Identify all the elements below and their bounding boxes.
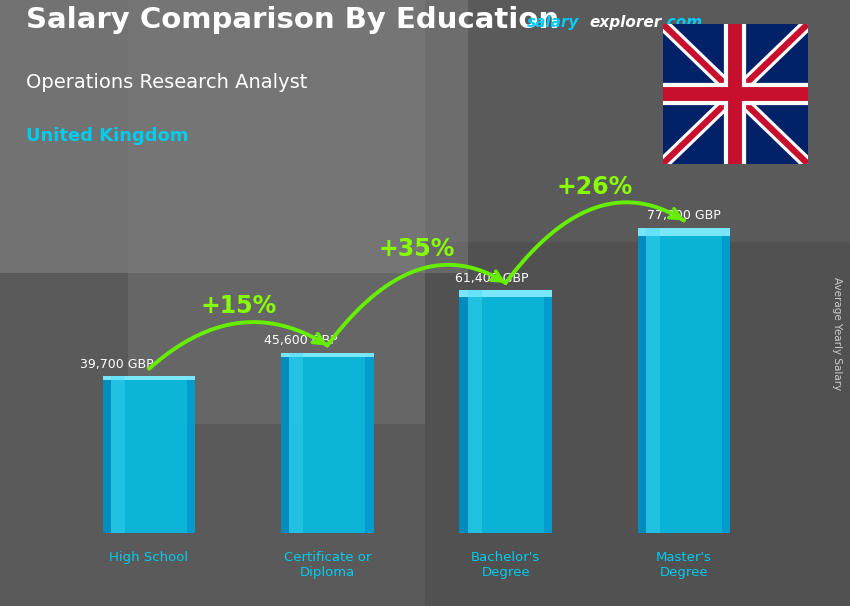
Bar [638,228,730,533]
Bar [103,376,111,533]
Bar [289,353,303,533]
Bar [459,290,552,533]
Bar [281,353,289,533]
Text: +15%: +15% [200,295,276,318]
Text: Average Yearly Salary: Average Yearly Salary [832,277,842,390]
Text: salary: salary [527,15,580,30]
Text: Bachelor's
Degree: Bachelor's Degree [471,551,541,579]
Text: Certificate or
Diploma: Certificate or Diploma [284,551,371,579]
Bar [544,290,552,533]
Bar [459,290,468,533]
Text: 45,600 GBP: 45,600 GBP [264,335,337,347]
Bar [187,376,196,533]
Bar [111,376,125,533]
Text: 77,200 GBP: 77,200 GBP [647,209,721,222]
Bar [281,353,374,533]
Bar [281,353,374,358]
Bar [459,290,552,296]
Bar [128,0,425,424]
Bar [366,353,374,533]
Bar [103,376,196,533]
Bar [0,0,212,273]
Text: +35%: +35% [378,237,455,261]
Text: High School: High School [110,551,189,564]
Text: 39,700 GBP: 39,700 GBP [80,358,154,371]
Bar [425,242,850,606]
Text: .com: .com [661,15,702,30]
Bar [103,376,196,380]
Bar [722,228,730,533]
Text: United Kingdom: United Kingdom [26,127,188,145]
Text: 61,400 GBP: 61,400 GBP [455,272,528,285]
Bar [468,290,482,533]
Bar [638,228,646,533]
Bar [212,0,468,273]
Bar [638,228,730,236]
Text: Operations Research Analyst: Operations Research Analyst [26,73,307,92]
Text: Salary Comparison By Education: Salary Comparison By Education [26,6,558,34]
Text: explorer: explorer [589,15,661,30]
Text: Master's
Degree: Master's Degree [656,551,712,579]
Bar [646,228,660,533]
Text: +26%: +26% [557,175,633,199]
